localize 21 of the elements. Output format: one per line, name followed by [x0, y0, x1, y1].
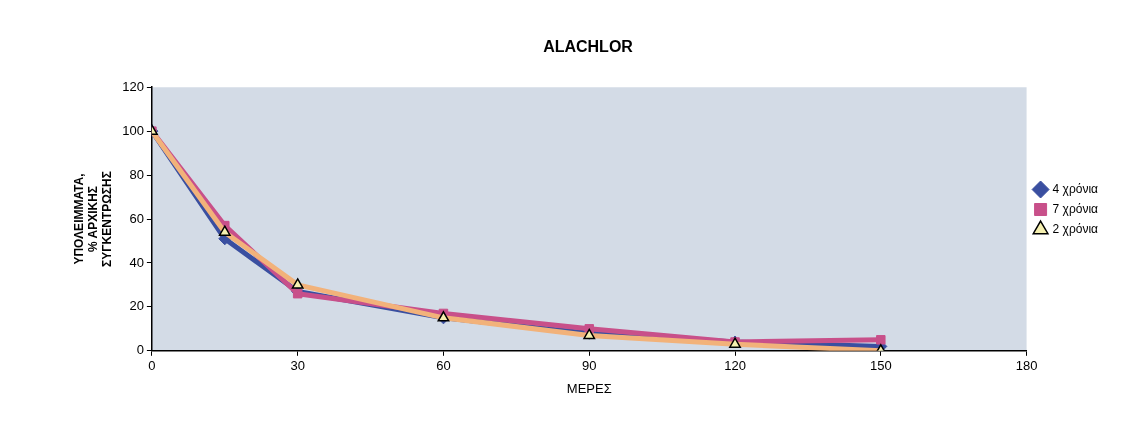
y-tick-label: 80: [129, 166, 144, 182]
y-tick-label: 20: [129, 298, 144, 314]
legend-label: 7 χρόνια: [1052, 201, 1099, 216]
legend-label: 4 χρόνια: [1052, 181, 1099, 196]
y-tick-label: 120: [122, 78, 144, 94]
y-axis-title: ΥΠΟΛΕΙΜΜΑΤΑ, % ΑΡΧΙΚΗΣ ΣΥΓΚΕΝΤΡΩΣΗΣ: [71, 171, 115, 267]
y-tick-label: 60: [129, 210, 144, 226]
x-tick-label: 0: [148, 358, 156, 374]
x-axis-title: ΜΕΡΕΣ: [566, 380, 612, 396]
x-tick-label: 120: [724, 358, 746, 374]
y-tick-label: 100: [122, 122, 144, 138]
x-tick-label: 30: [290, 358, 305, 374]
x-tick-label: 150: [869, 358, 892, 374]
x-tick-label: 180: [1015, 358, 1038, 374]
y-tick-label: 40: [129, 254, 144, 270]
x-tick-label: 90: [582, 358, 597, 374]
point: [876, 335, 886, 345]
chart-title: ALACHLOR: [543, 38, 634, 56]
y-tick-label: 0: [136, 342, 144, 358]
legend-label: 2 χρόνια: [1052, 221, 1099, 236]
x-tick-label: 60: [436, 358, 451, 374]
